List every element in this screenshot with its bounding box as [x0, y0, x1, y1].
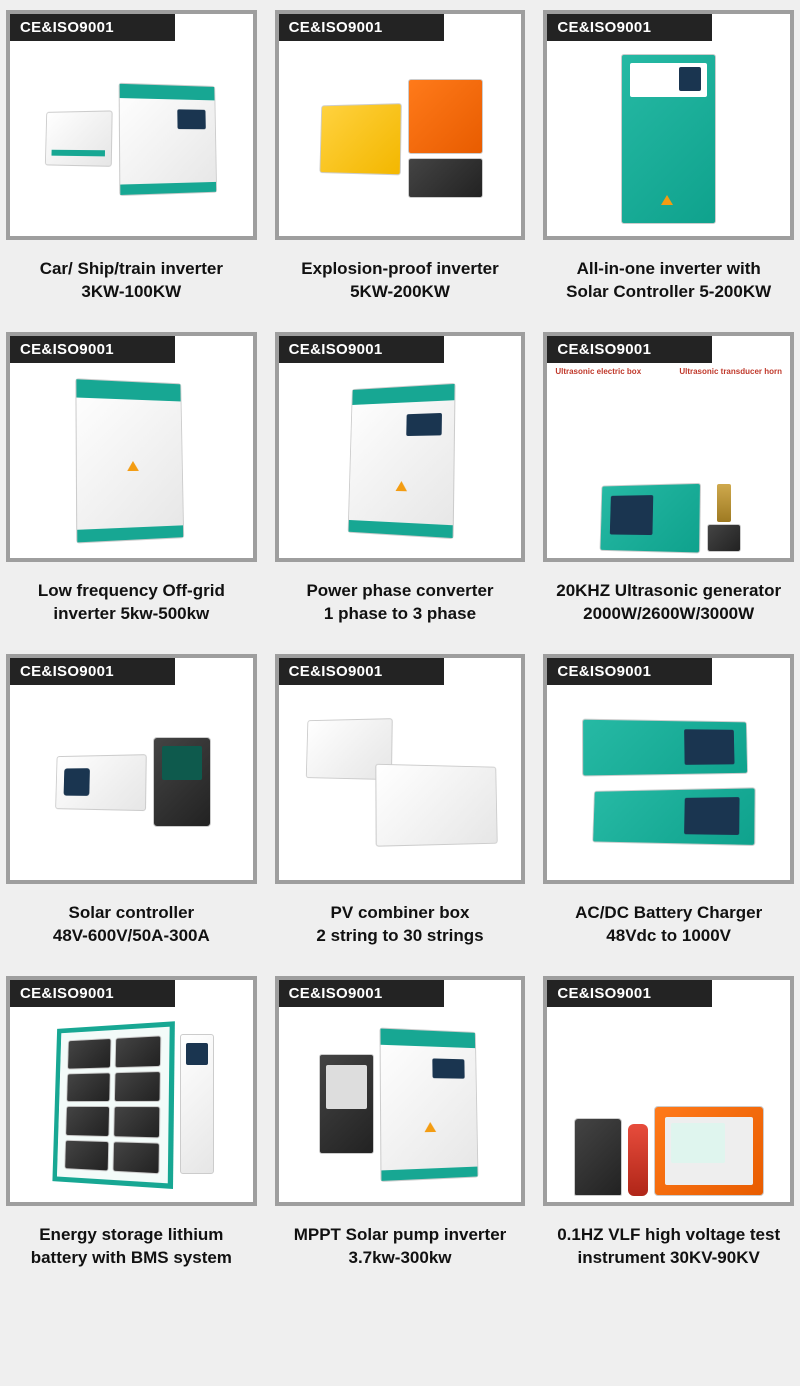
product-caption: All-in-one inverter with Solar Controlle…: [543, 258, 794, 304]
caption-line: 2000W/2600W/3000W: [583, 604, 754, 623]
product-illustration: [279, 41, 522, 236]
product-image-box: CE&ISO9001: [6, 332, 257, 562]
sub-label: Ultrasonic electric box: [555, 367, 641, 376]
product-image-box: CE&ISO9001: [275, 976, 526, 1206]
product-card: CE&ISO9001 Car/ Ship/train inverter 3KW-…: [6, 10, 257, 304]
caption-line: MPPT Solar pump inverter: [294, 1225, 507, 1244]
cert-badge: CE&ISO9001: [279, 14, 444, 41]
caption-line: 48Vdc to 1000V: [606, 926, 731, 945]
product-illustration: [10, 363, 253, 558]
product-image-box: CE&ISO9001: [543, 10, 794, 240]
product-caption: 20KHZ Ultrasonic generator 2000W/2600W/3…: [543, 580, 794, 626]
caption-line: Power phase converter: [306, 581, 493, 600]
caption-line: 3KW-100KW: [81, 282, 181, 301]
product-caption: 0.1HZ VLF high voltage test instrument 3…: [543, 1224, 794, 1270]
cert-badge: CE&ISO9001: [547, 14, 712, 41]
cert-badge: CE&ISO9001: [547, 336, 712, 363]
cert-badge: CE&ISO9001: [10, 14, 175, 41]
caption-line: 0.1HZ VLF high voltage test: [557, 1225, 780, 1244]
caption-line: 2 string to 30 strings: [316, 926, 483, 945]
caption-line: inverter 5kw-500kw: [53, 604, 209, 623]
product-caption: AC/DC Battery Charger 48Vdc to 1000V: [543, 902, 794, 948]
cert-badge: CE&ISO9001: [279, 658, 444, 685]
product-caption: Energy storage lithium battery with BMS …: [6, 1224, 257, 1270]
product-illustration: Ultrasonic electric box Ultrasonic trans…: [547, 363, 790, 558]
product-illustration: [279, 363, 522, 558]
product-illustration: [10, 1007, 253, 1202]
caption-line: 48V-600V/50A-300A: [53, 926, 210, 945]
product-grid: CE&ISO9001 Car/ Ship/train inverter 3KW-…: [6, 10, 794, 1270]
caption-line: Solar Controller 5-200KW: [566, 282, 771, 301]
caption-line: Explosion-proof inverter: [301, 259, 498, 278]
product-image-box: CE&ISO9001 Ultrasonic electric box Ultra…: [543, 332, 794, 562]
product-card: CE&ISO9001 AC/DC Battery Charger 48Vdc t…: [543, 654, 794, 948]
cert-badge: CE&ISO9001: [10, 658, 175, 685]
caption-line: Solar controller: [69, 903, 195, 922]
cert-badge: CE&ISO9001: [547, 658, 712, 685]
caption-line: instrument 30KV-90KV: [577, 1248, 759, 1267]
product-image-box: CE&ISO9001: [6, 976, 257, 1206]
product-illustration: [10, 41, 253, 236]
product-illustration: [547, 685, 790, 880]
product-caption: MPPT Solar pump inverter 3.7kw-300kw: [275, 1224, 526, 1270]
product-caption: Low frequency Off-grid inverter 5kw-500k…: [6, 580, 257, 626]
sub-label: Ultrasonic transducer horn: [679, 367, 782, 376]
product-card: CE&ISO9001 0.1HZ VLF high voltage test i…: [543, 976, 794, 1270]
product-illustration: [547, 41, 790, 236]
product-card: CE&ISO9001 MPPT Solar pump inverter 3.7k…: [275, 976, 526, 1270]
product-card: CE&ISO9001 Ultrasonic electric box Ultra…: [543, 332, 794, 626]
product-image-box: CE&ISO9001: [543, 976, 794, 1206]
product-card: CE&ISO9001 PV combiner box 2 string to 3…: [275, 654, 526, 948]
caption-line: 20KHZ Ultrasonic generator: [556, 581, 781, 600]
cert-badge: CE&ISO9001: [10, 980, 175, 1007]
cert-badge: CE&ISO9001: [279, 980, 444, 1007]
product-illustration: [279, 1007, 522, 1202]
caption-line: PV combiner box: [331, 903, 470, 922]
cert-badge: CE&ISO9001: [10, 336, 175, 363]
product-caption: Car/ Ship/train inverter 3KW-100KW: [6, 258, 257, 304]
product-card: CE&ISO9001 Power phase converter 1 phase…: [275, 332, 526, 626]
caption-line: battery with BMS system: [31, 1248, 232, 1267]
product-image-box: CE&ISO9001: [6, 654, 257, 884]
caption-line: Energy storage lithium: [39, 1225, 223, 1244]
cert-badge: CE&ISO9001: [547, 980, 712, 1007]
caption-line: All-in-one inverter with: [577, 259, 761, 278]
caption-line: AC/DC Battery Charger: [575, 903, 762, 922]
product-card: CE&ISO9001 Energy storage lithium batter…: [6, 976, 257, 1270]
product-caption: Explosion-proof inverter 5KW-200KW: [275, 258, 526, 304]
cert-badge: CE&ISO9001: [279, 336, 444, 363]
product-image-box: CE&ISO9001: [275, 332, 526, 562]
product-card: CE&ISO9001 All-in-one inverter with Sola…: [543, 10, 794, 304]
product-illustration: [279, 685, 522, 880]
product-image-box: CE&ISO9001: [6, 10, 257, 240]
caption-line: 3.7kw-300kw: [348, 1248, 451, 1267]
product-image-box: CE&ISO9001: [543, 654, 794, 884]
product-illustration: [547, 1007, 790, 1202]
product-image-box: CE&ISO9001: [275, 10, 526, 240]
product-card: CE&ISO9001 Solar controller 48V-600V/50A…: [6, 654, 257, 948]
product-card: CE&ISO9001 Explosion-proof inverter 5KW-…: [275, 10, 526, 304]
caption-line: Car/ Ship/train inverter: [40, 259, 223, 278]
caption-line: Low frequency Off-grid: [38, 581, 225, 600]
product-image-box: CE&ISO9001: [275, 654, 526, 884]
product-caption: Power phase converter 1 phase to 3 phase: [275, 580, 526, 626]
product-caption: PV combiner box 2 string to 30 strings: [275, 902, 526, 948]
product-card: CE&ISO9001 Low frequency Off-grid invert…: [6, 332, 257, 626]
caption-line: 5KW-200KW: [350, 282, 450, 301]
product-caption: Solar controller 48V-600V/50A-300A: [6, 902, 257, 948]
caption-line: 1 phase to 3 phase: [324, 604, 476, 623]
product-illustration: [10, 685, 253, 880]
